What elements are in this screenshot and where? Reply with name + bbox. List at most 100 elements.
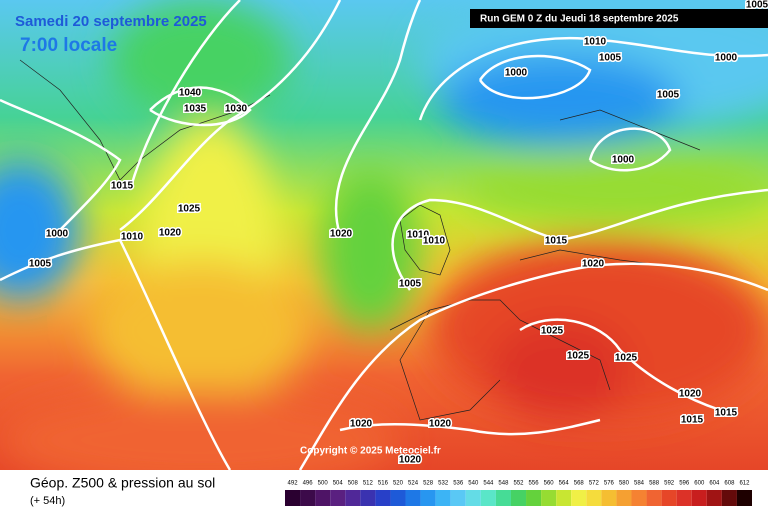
- legend-level: 612: [739, 481, 750, 487]
- legend-swatch: [631, 490, 647, 506]
- legend-swatch: [450, 490, 466, 506]
- legend-swatch: [405, 490, 421, 506]
- legend-swatch: [465, 490, 481, 506]
- legend-level: 520: [393, 481, 404, 487]
- legend-level: 512: [363, 481, 374, 487]
- footer-lead: (+ 54h): [30, 495, 65, 507]
- legend-level: 556: [529, 481, 540, 487]
- isobar-label: 1035: [184, 104, 207, 115]
- legend-swatch: [556, 490, 572, 506]
- legend-level: 576: [604, 481, 615, 487]
- legend-level: 552: [513, 481, 524, 487]
- isobar-label: 1000: [612, 155, 635, 166]
- legend-level: 572: [589, 481, 600, 487]
- legend-level: 584: [634, 481, 645, 487]
- copyright: Copyright © 2025 Meteociel.fr: [300, 446, 441, 457]
- isobar-label: 1010: [584, 37, 607, 48]
- isobar-label: 1005: [29, 259, 52, 270]
- isobar-label: 1010: [423, 236, 446, 247]
- legend-level: 492: [288, 481, 299, 487]
- isobar-label: 1040: [179, 88, 202, 99]
- legend-swatch: [510, 490, 527, 506]
- legend-swatch: [360, 490, 376, 506]
- isobar-label: 1020: [330, 229, 353, 240]
- legend-swatch: [571, 490, 587, 506]
- legend-swatch: [646, 490, 662, 506]
- isobars: [0, 0, 768, 470]
- legend: 492 496 500 504 508 512 516 520 524 528 532 536 540 5…: [285, 481, 752, 506]
- isobar-label: 1020: [429, 419, 452, 430]
- legend-swatch: [495, 490, 511, 506]
- legend-level: 600: [694, 481, 705, 487]
- run-banner: [470, 9, 768, 28]
- legend-level: 504: [333, 481, 344, 487]
- isobar-label: 1020: [582, 259, 605, 270]
- isobar-label: 1025: [541, 326, 564, 337]
- isobar-label: 1010: [121, 232, 144, 243]
- legend-swatch: [691, 490, 707, 506]
- isobar-label: 1020: [350, 419, 373, 430]
- footer-title: Géop. Z500 & pression au sol: [30, 475, 215, 491]
- legend-level: 568: [574, 481, 585, 487]
- legend-level: 508: [348, 481, 359, 487]
- isobar-label: 1015: [111, 181, 134, 192]
- legend-swatch: [480, 490, 496, 506]
- isobar-label: 1015: [681, 415, 704, 426]
- legend-swatch: [601, 490, 617, 506]
- legend-level: 532: [438, 481, 449, 487]
- map-date: Samedi 20 septembre 2025: [15, 13, 207, 30]
- isobar-label: 1020: [159, 228, 182, 239]
- legend-level: 588: [649, 481, 660, 487]
- legend-swatch: [616, 490, 632, 506]
- legend-swatch: [706, 490, 722, 506]
- run-info: Run GEM 0 Z du Jeudi 18 septembre 2025: [480, 14, 679, 25]
- isobar-label: 1025: [567, 351, 590, 362]
- legend-swatch: [345, 490, 361, 506]
- isobar-label: 1025: [178, 204, 201, 215]
- legend-level: 516: [378, 481, 389, 487]
- isobar-label: 1000: [46, 229, 69, 240]
- legend-swatch: [526, 490, 542, 506]
- isobar-label: 1015: [545, 236, 568, 247]
- legend-level: 544: [483, 481, 494, 487]
- isobar-labels: 1005 1010 1005 1000 1000 1005 1000 1040 1035 1030…: [27, 0, 768, 467]
- isobar-label: 1030: [225, 104, 248, 115]
- legend-swatch: [300, 490, 316, 506]
- legend-level: 528: [423, 481, 434, 487]
- isobar-label: 1005: [399, 279, 422, 290]
- isobar-label: 1025: [615, 353, 638, 364]
- legend-level: 536: [453, 481, 464, 487]
- legend-swatch: [736, 490, 752, 506]
- legend-level: 580: [619, 481, 630, 487]
- legend-swatch: [315, 490, 331, 506]
- legend-swatch: [330, 490, 346, 506]
- legend-level: 608: [724, 481, 735, 487]
- legend-level: 596: [679, 481, 690, 487]
- coastlines: [19, 59, 701, 421]
- legend-swatch: [285, 490, 301, 506]
- map-time: 7:00 locale: [20, 35, 117, 56]
- legend-level: 500: [318, 481, 329, 487]
- legend-level: 564: [559, 481, 570, 487]
- legend-swatch: [676, 490, 692, 506]
- legend-level: 592: [664, 481, 675, 487]
- legend-swatch: [375, 490, 391, 506]
- legend-swatch: [420, 490, 436, 506]
- legend-swatch: [661, 490, 677, 506]
- legend-level: 604: [709, 481, 720, 487]
- legend-level: 560: [544, 481, 555, 487]
- legend-swatch: [721, 490, 737, 506]
- isobar-label: 1000: [505, 68, 528, 79]
- legend-swatch: [541, 490, 557, 506]
- legend-level: 496: [303, 481, 314, 487]
- legend-level: 540: [468, 481, 479, 487]
- background-field: [0, 0, 768, 490]
- isobar-label: 1005: [657, 90, 680, 101]
- legend-swatch: [390, 490, 406, 506]
- isobar-label: 1005: [599, 53, 622, 64]
- legend-swatch: [586, 490, 602, 506]
- legend-level: 548: [498, 481, 509, 487]
- isobar-label: 1015: [715, 408, 738, 419]
- isobar-label: 1010: [407, 230, 430, 241]
